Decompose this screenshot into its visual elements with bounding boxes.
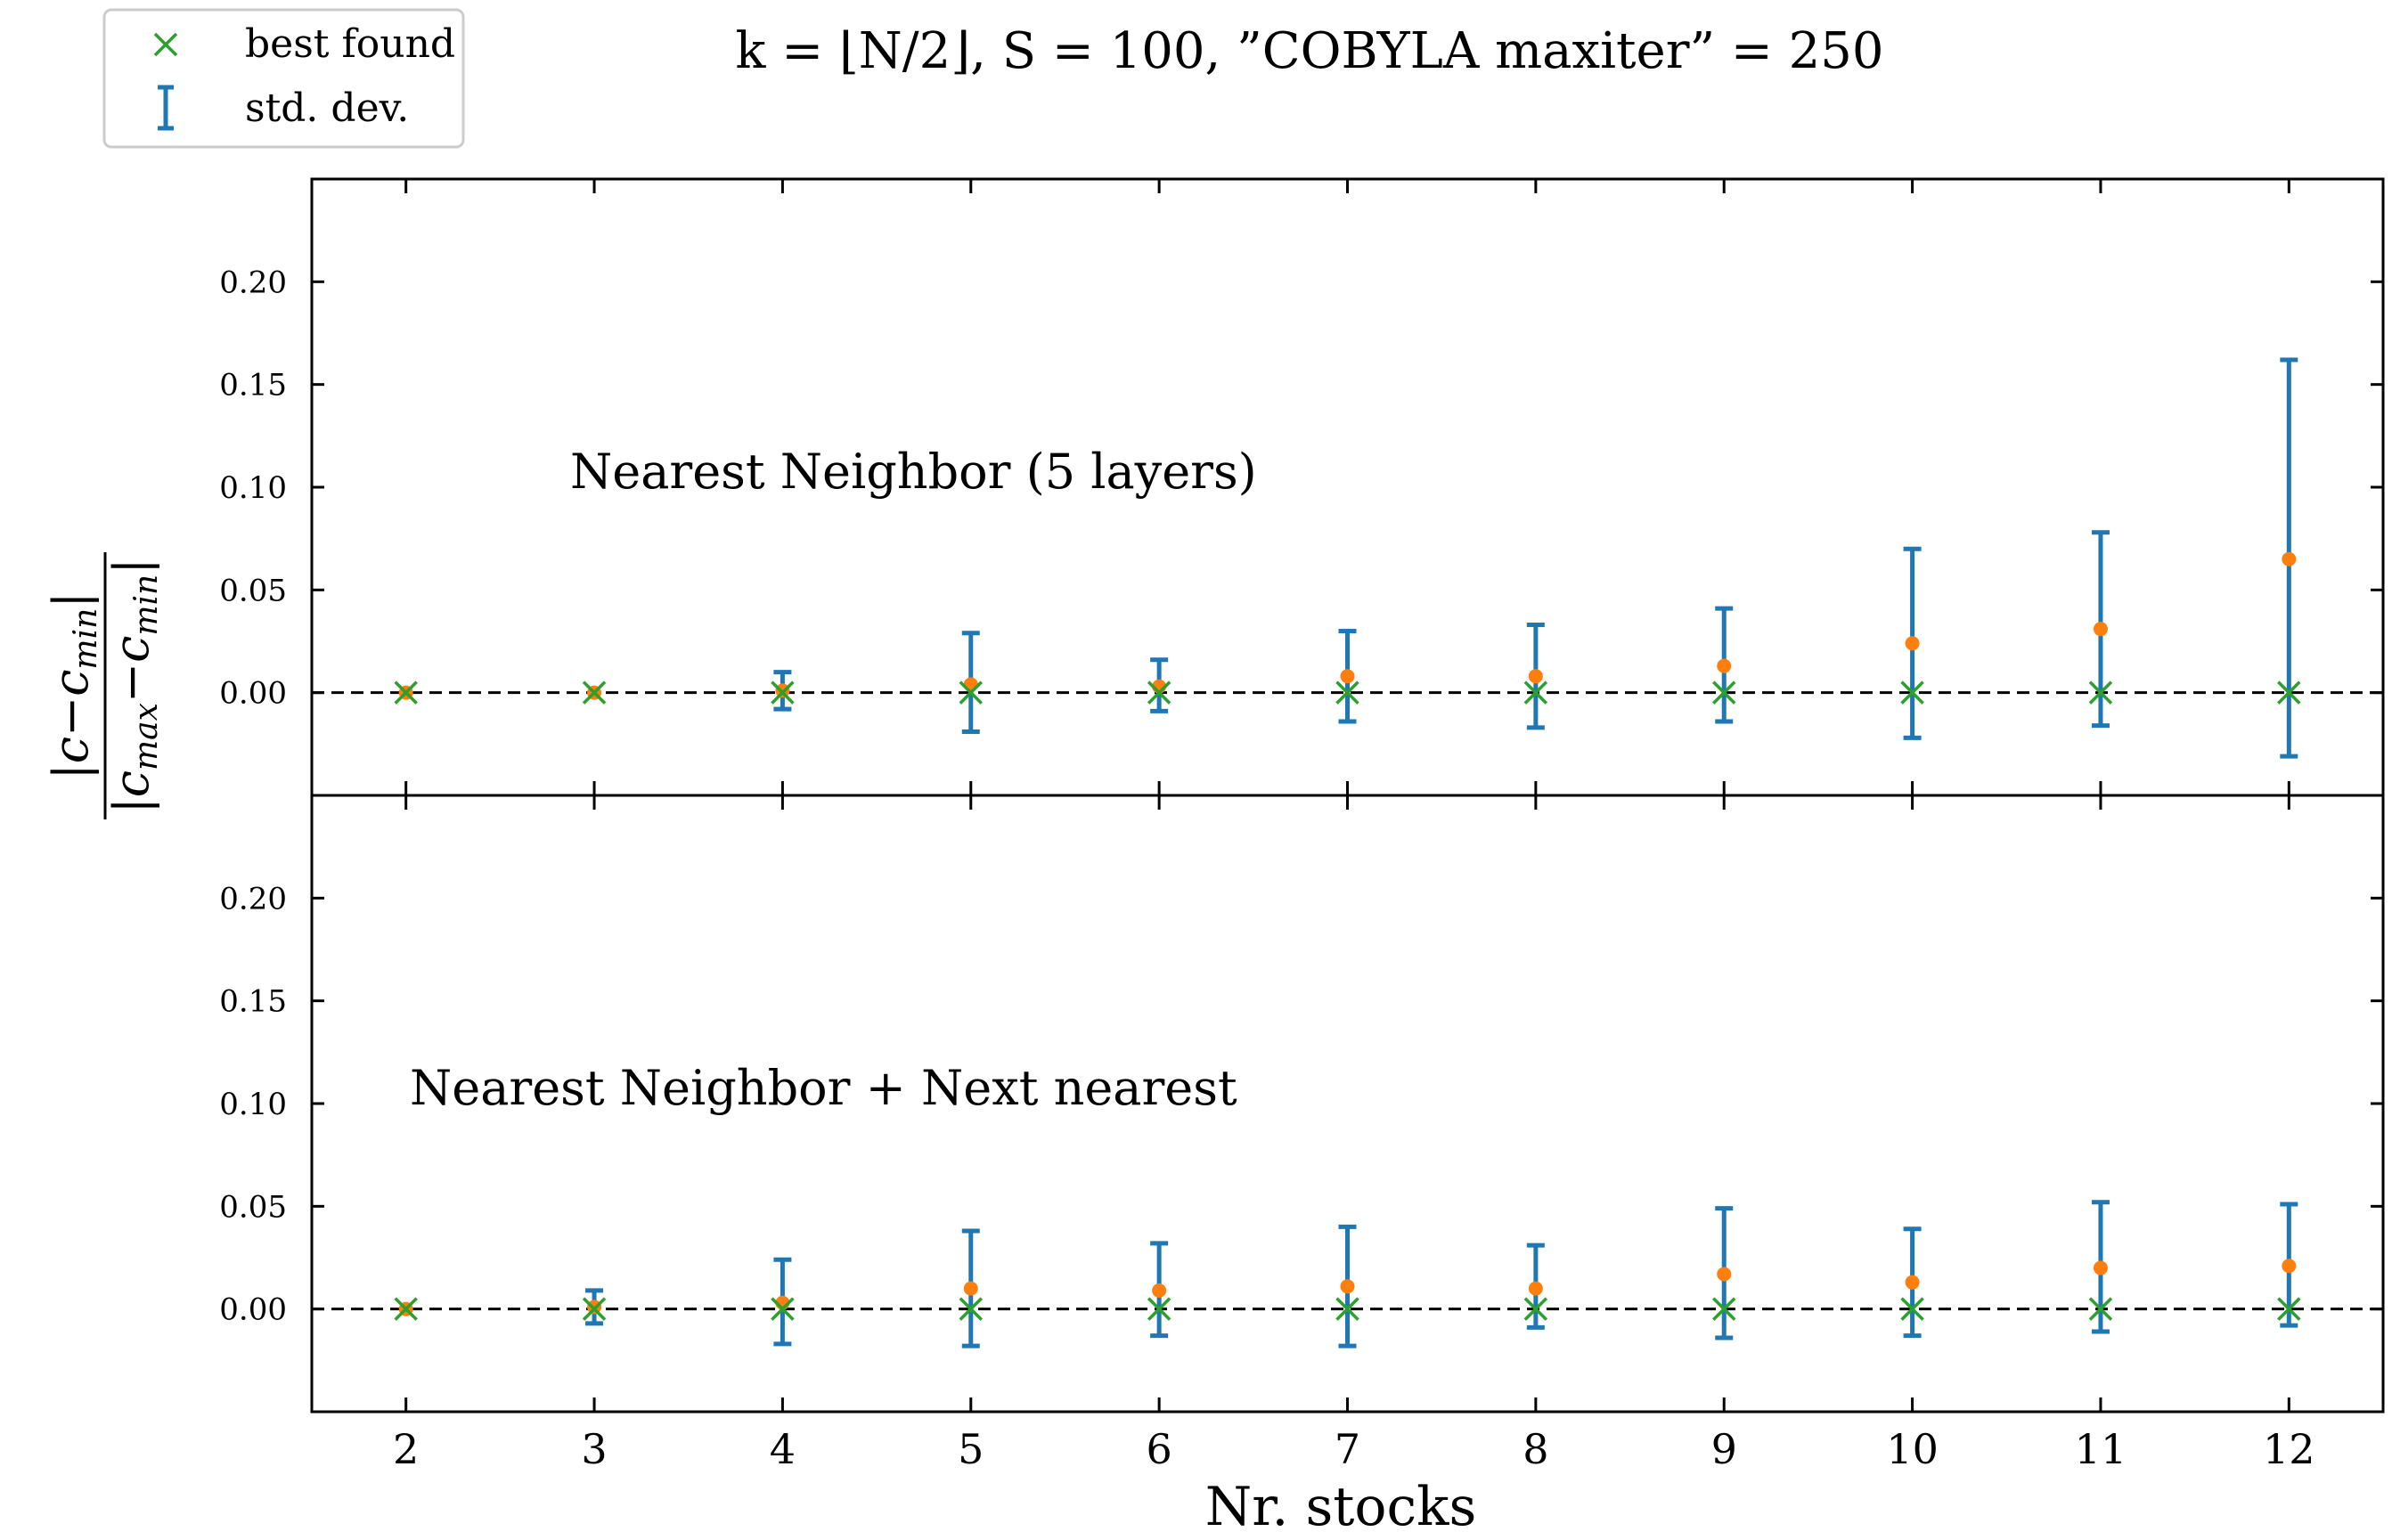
best-found-stroke	[582, 1297, 607, 1321]
legend-best-marker-icon	[153, 32, 178, 57]
panel-top-label: Nearest Neighbor (5 layers)	[570, 444, 1257, 500]
mean-point	[1528, 1281, 1543, 1296]
y-tick-label: 0.15	[219, 368, 287, 403]
best-found-stroke	[1523, 1297, 1548, 1321]
mean-point	[2282, 551, 2297, 566]
best-found-marker	[2088, 1297, 2113, 1321]
x-tick-label: 11	[2075, 1425, 2127, 1473]
mean-point	[963, 1281, 978, 1296]
legend-std-label: std. dev.	[245, 86, 409, 131]
best-found-stroke	[2277, 1297, 2301, 1321]
x-tick-label: 6	[1146, 1425, 1172, 1473]
mean-point	[1717, 1267, 1732, 1282]
best-found-marker	[1711, 1297, 1736, 1321]
mean-point	[1717, 658, 1732, 673]
mean-point	[1905, 1275, 1920, 1290]
best-found-marker	[1335, 1297, 1359, 1321]
best-found-stroke	[959, 680, 984, 705]
panel-bottom-label: Nearest Neighbor + Next nearest	[410, 1060, 1237, 1116]
best-found-marker	[394, 680, 418, 705]
mean-point	[1340, 1279, 1355, 1294]
best-found-marker	[2277, 680, 2301, 705]
best-found-marker	[2277, 1297, 2301, 1321]
best-found-stroke	[394, 680, 418, 705]
best-found-marker	[1147, 1297, 1172, 1321]
best-found-marker	[959, 1297, 984, 1321]
x-tick-label: 5	[958, 1425, 984, 1473]
mean-point	[1340, 669, 1355, 684]
x-tick-label: 10	[1886, 1425, 1939, 1473]
x-tick-label: 8	[1523, 1425, 1548, 1473]
best-found-stroke	[771, 680, 795, 705]
best-found-stroke	[1335, 1297, 1359, 1321]
mean-point	[1152, 1283, 1167, 1298]
legend-box	[102, 8, 465, 149]
y-tick-label: 0.10	[219, 470, 287, 506]
best-found-stroke	[1900, 680, 1924, 705]
x-tick-label: 2	[393, 1425, 419, 1473]
x-tick-label: 12	[2263, 1425, 2315, 1473]
best-found-stroke	[771, 1297, 795, 1321]
best-found-stroke	[2088, 680, 2113, 705]
best-found-stroke	[1523, 680, 1548, 705]
best-found-stroke	[959, 1297, 984, 1321]
best-found-marker	[1900, 680, 1924, 705]
best-found-stroke	[582, 680, 607, 705]
x-axis-label: Nr. stocks	[1205, 1476, 1477, 1536]
best-found-marker	[1147, 680, 1172, 705]
legend: best found std. dev.	[102, 8, 465, 149]
mean-point	[2093, 1260, 2108, 1275]
y-tick-label: 0.20	[219, 265, 287, 300]
best-found-marker	[1523, 1297, 1548, 1321]
x-tick-label: 9	[1711, 1425, 1737, 1473]
best-found-stroke	[2088, 1297, 2113, 1321]
mean-point	[2093, 622, 2108, 637]
y-tick-label: 0.05	[219, 1189, 287, 1225]
x-tick-label: 4	[770, 1425, 796, 1473]
chart-title: k = ⌊N/2⌋, S = 100, ”COBYLA maxiter” = 2…	[735, 22, 1883, 80]
best-found-marker	[771, 1297, 795, 1321]
best-found-stroke	[394, 1297, 418, 1321]
best-found-stroke	[1711, 1297, 1736, 1321]
best-found-marker	[394, 1297, 418, 1321]
x-tick-label: 3	[581, 1425, 607, 1473]
y-tick-label: 0.10	[219, 1087, 287, 1122]
best-found-marker	[1523, 680, 1548, 705]
mean-point	[1528, 669, 1543, 684]
best-found-marker	[771, 680, 795, 705]
y-tick-label: 0.20	[219, 881, 287, 917]
y-tick-label: 0.00	[219, 676, 287, 712]
best-found-marker	[1335, 680, 1359, 705]
x-tick-label: 7	[1335, 1425, 1360, 1473]
panel-1-marks: 0.00 0.05 0.10 0.15 0.20 2 3 4 5 6 7 8 9 10 11 12	[219, 795, 2383, 1473]
y-axis-label: |c−cmin| |cmax−cmin|	[43, 552, 165, 819]
best-found-stroke	[1335, 680, 1359, 705]
best-found-stroke	[1900, 1297, 1924, 1321]
y-tick-label: 0.00	[219, 1292, 287, 1328]
best-found-stroke	[2277, 680, 2301, 705]
legend-best-label: best found	[245, 21, 455, 67]
best-found-marker	[1900, 1297, 1924, 1321]
best-found-marker	[1711, 680, 1736, 705]
panel-0-marks: 0.00 0.05 0.10 0.15 0.20	[219, 179, 2383, 795]
best-found-marker	[959, 680, 984, 705]
best-found-marker	[582, 1297, 607, 1321]
best-found-stroke	[1147, 680, 1172, 705]
svg-text:|cmax−cmin|: |cmax−cmin|	[103, 558, 165, 814]
best-found-stroke	[1147, 1297, 1172, 1321]
best-found-marker	[582, 680, 607, 705]
mean-point	[2282, 1259, 2297, 1274]
best-found-stroke	[1711, 680, 1736, 705]
y-tick-label: 0.05	[219, 573, 287, 608]
svg-text:|c−cmin|: |c−cmin|	[43, 592, 104, 780]
y-tick-label: 0.15	[219, 984, 287, 1020]
mean-point	[1905, 636, 1920, 651]
best-found-marker	[2088, 680, 2113, 705]
legend-std-marker-icon	[158, 85, 174, 131]
